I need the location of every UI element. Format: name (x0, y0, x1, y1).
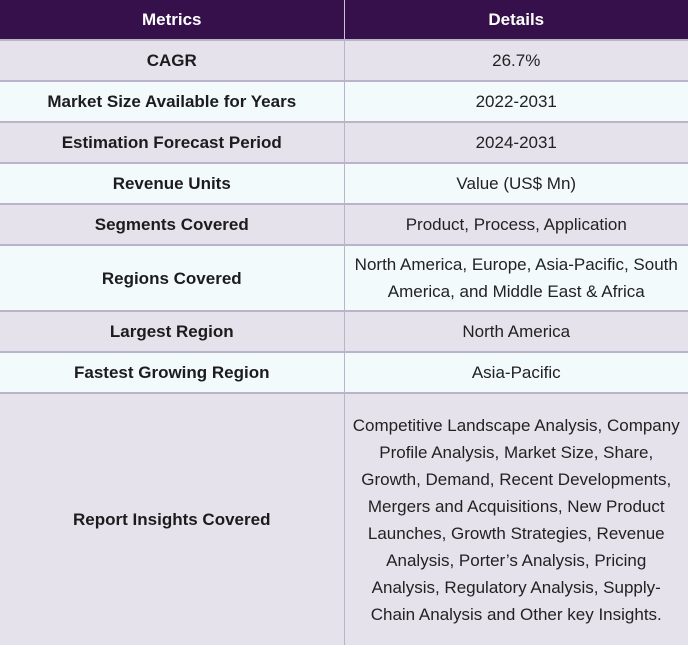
table-row: Regions Covered North America, Europe, A… (0, 244, 688, 311)
metric-cell: CAGR (0, 39, 345, 81)
table-row: Largest Region North America (0, 310, 688, 352)
metric-cell: Report Insights Covered (0, 392, 345, 645)
header-details: Details (344, 0, 688, 40)
header-row: Metrics Details (0, 0, 688, 40)
metric-cell: Segments Covered (0, 203, 345, 245)
details-cell: Asia-Pacific (344, 351, 688, 393)
details-cell: 2024-2031 (344, 121, 688, 163)
details-cell: 2022-2031 (344, 80, 688, 122)
metric-cell: Regions Covered (0, 244, 345, 311)
metric-cell: Fastest Growing Region (0, 351, 345, 393)
details-cell: Value (US$ Mn) (344, 162, 688, 204)
table-row: Estimation Forecast Period 2024-2031 (0, 121, 688, 163)
header-metrics: Metrics (0, 0, 345, 40)
table-row: CAGR 26.7% (0, 39, 688, 81)
details-cell: 26.7% (344, 39, 688, 81)
details-cell: Product, Process, Application (344, 203, 688, 245)
table-row: Revenue Units Value (US$ Mn) (0, 162, 688, 204)
table-row: Fastest Growing Region Asia-Pacific (0, 351, 688, 393)
metric-cell: Market Size Available for Years (0, 80, 345, 122)
details-cell: North America (344, 310, 688, 352)
metric-cell: Revenue Units (0, 162, 345, 204)
table-row: Report Insights Covered Competitive Land… (0, 392, 688, 645)
details-cell: North America, Europe, Asia-Pacific, Sou… (344, 244, 688, 311)
metric-cell: Estimation Forecast Period (0, 121, 345, 163)
table-row: Market Size Available for Years 2022-203… (0, 80, 688, 122)
details-cell: Competitive Landscape Analysis, Company … (344, 392, 688, 645)
table-row: Segments Covered Product, Process, Appli… (0, 203, 688, 245)
metric-cell: Largest Region (0, 310, 345, 352)
